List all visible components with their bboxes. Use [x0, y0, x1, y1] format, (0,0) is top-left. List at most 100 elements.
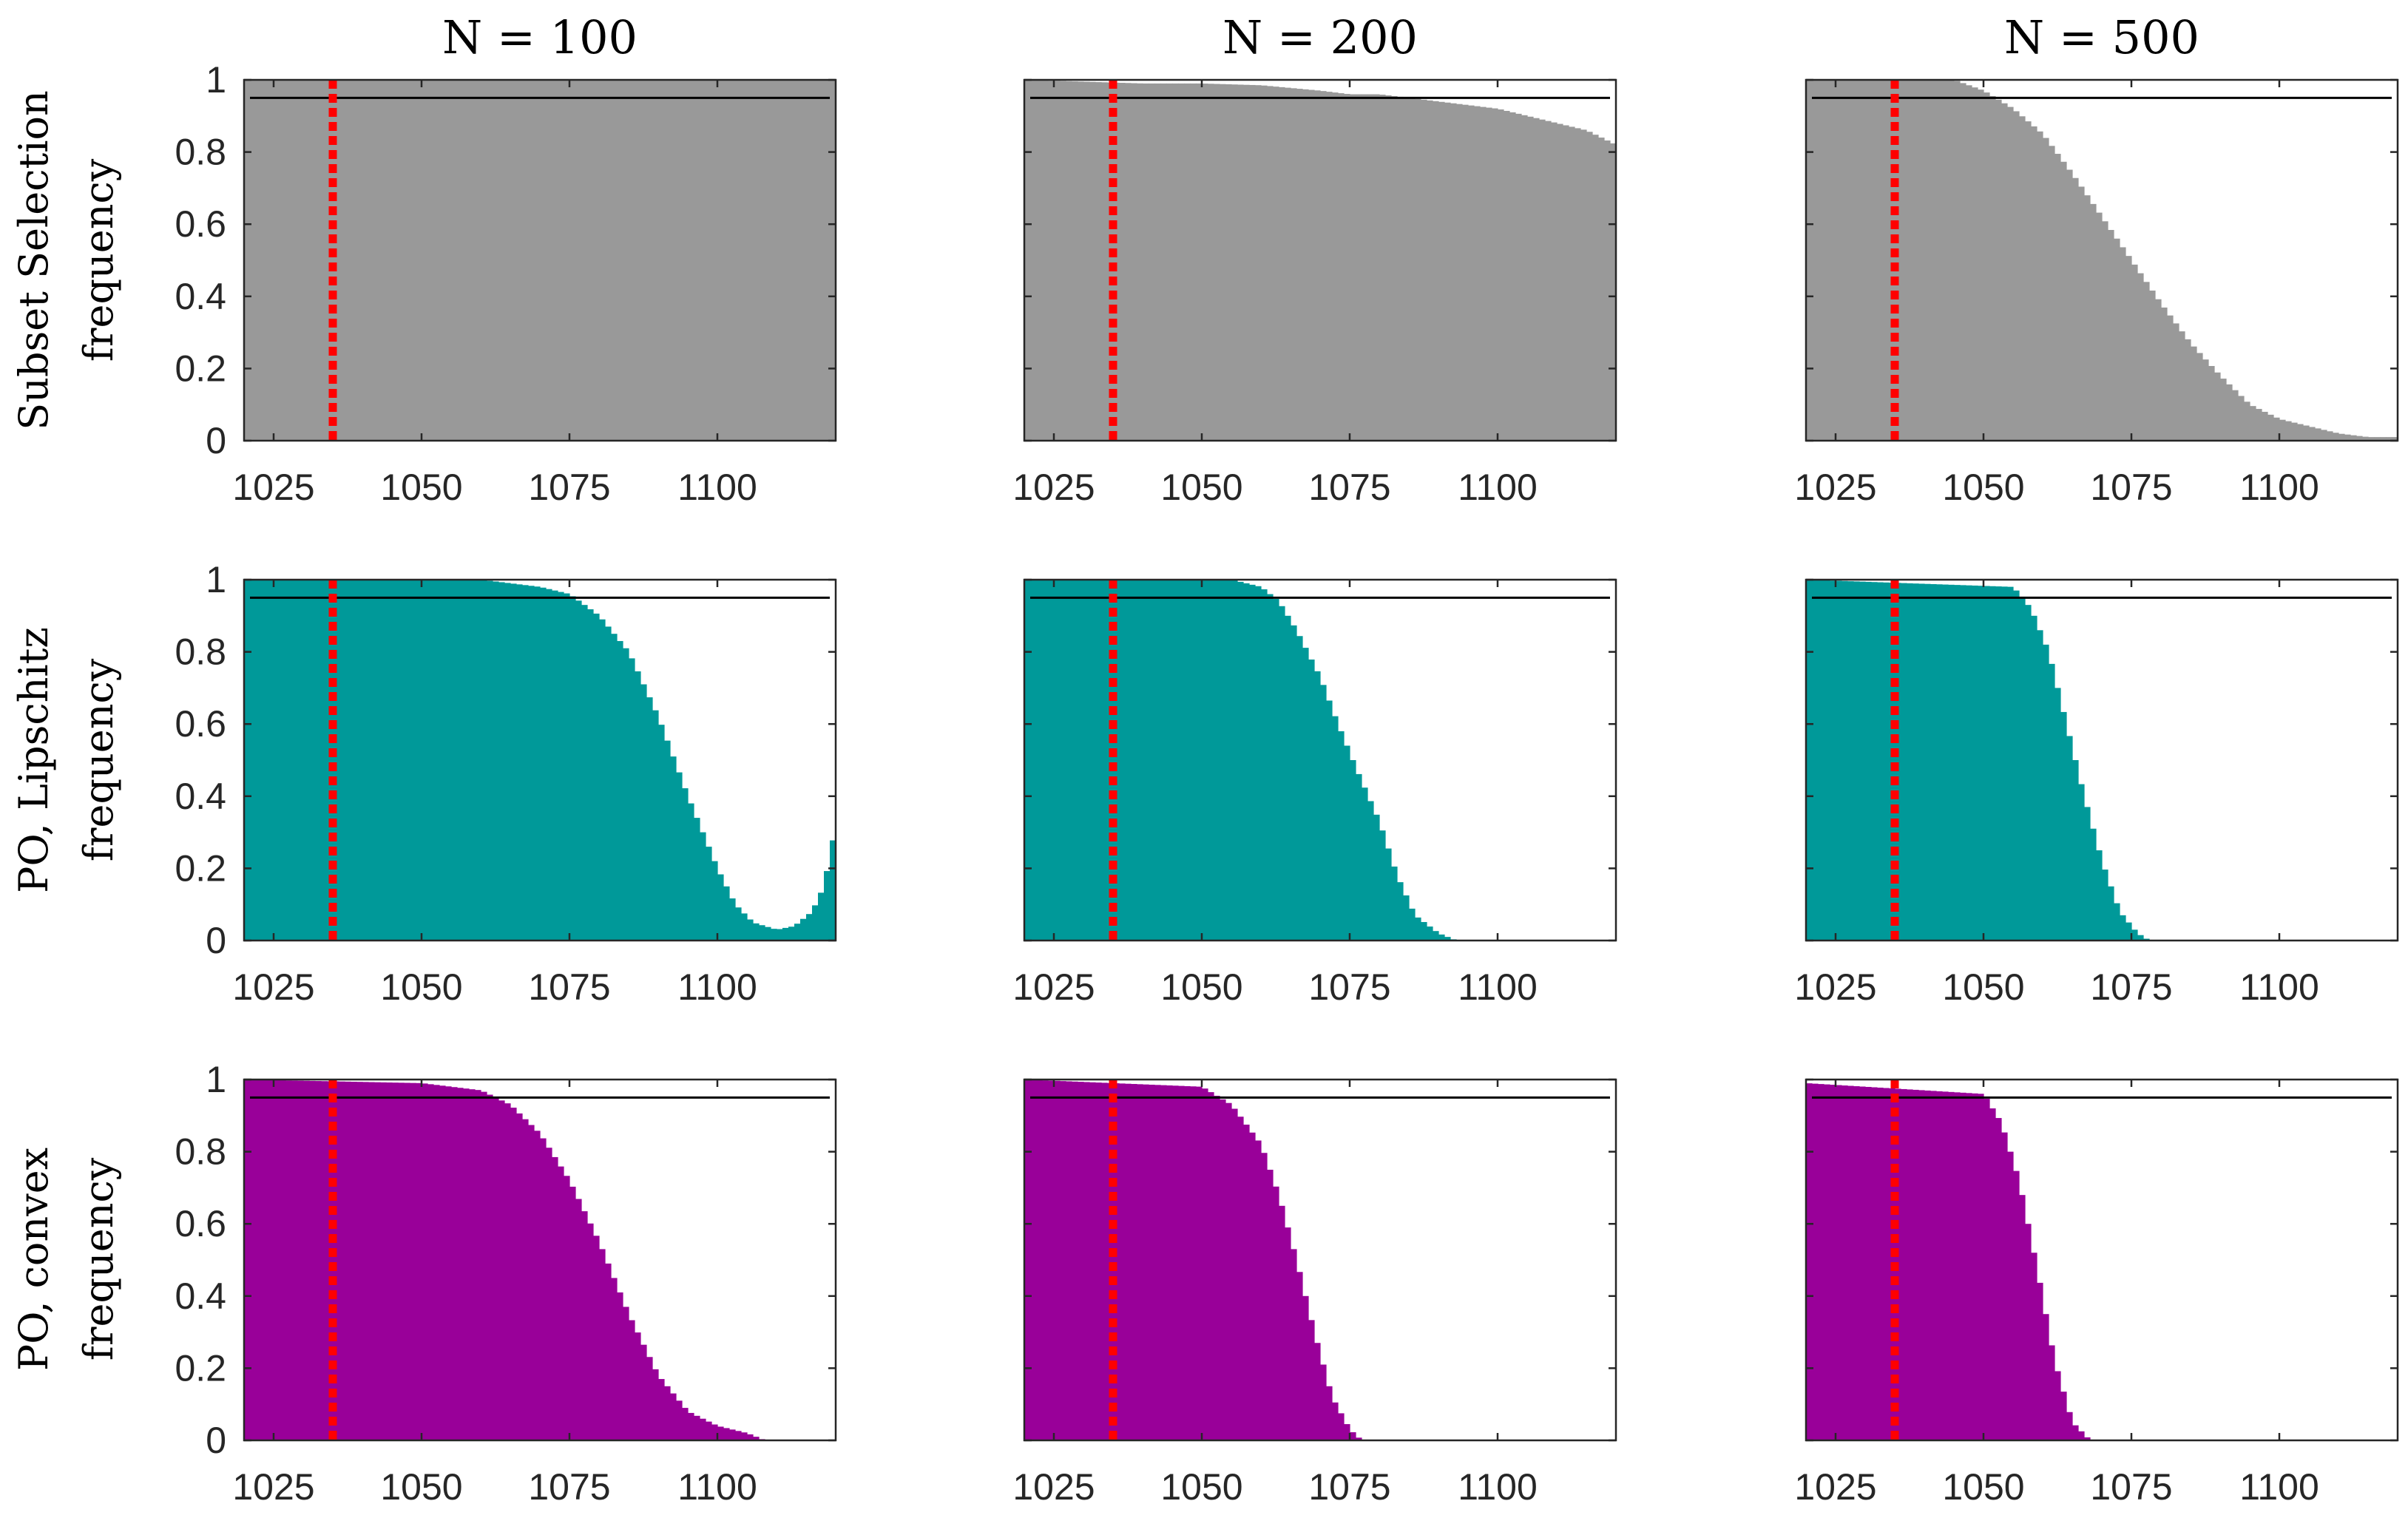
histogram-bar — [345, 1081, 351, 1440]
histogram-bar — [534, 1131, 541, 1440]
histogram-bar — [688, 803, 694, 941]
histogram-bar — [1107, 82, 1114, 441]
histogram-bar — [1972, 87, 1978, 441]
histogram-bar — [1338, 731, 1345, 941]
histogram-bar — [274, 580, 280, 941]
histogram-bar — [487, 580, 493, 941]
histogram-bar — [735, 907, 742, 941]
histogram-bar — [475, 80, 481, 441]
axes-box — [243, 1078, 837, 1442]
histogram-bar — [771, 80, 777, 441]
histogram-bar — [2049, 146, 2055, 441]
histogram-bar — [1474, 106, 1481, 441]
histogram-bar — [1350, 760, 1356, 941]
histogram-bar — [2173, 323, 2179, 441]
histogram-bar — [2108, 886, 2114, 941]
column-title-n200: N = 200 — [1222, 10, 1418, 64]
histogram-bar — [658, 1379, 665, 1440]
histogram-bar — [404, 80, 410, 441]
histogram-bar — [717, 1426, 724, 1440]
histogram-bar — [1030, 580, 1037, 941]
histogram-bar — [256, 80, 263, 441]
histogram-bar — [1871, 80, 1878, 441]
histogram-bar — [1486, 107, 1492, 441]
histogram-bar — [1048, 580, 1055, 941]
histogram-bar — [1030, 1080, 1037, 1440]
histogram-bar — [1877, 80, 1884, 441]
histogram-bar — [1089, 81, 1096, 441]
histogram-bar — [1066, 580, 1072, 941]
histogram-bar — [1586, 132, 1593, 441]
histogram-bar — [445, 580, 452, 941]
histogram-bar — [1853, 581, 1860, 941]
histogram-bar — [1989, 1108, 1996, 1440]
histogram-bar — [2013, 590, 2020, 941]
histogram-bar — [2232, 390, 2239, 441]
histogram-bar — [2131, 264, 2138, 441]
histogram-bar — [1515, 113, 1522, 441]
histogram-bar — [1225, 580, 1232, 941]
histogram-bar — [2250, 406, 2256, 441]
x-tick-label: 1100 — [2239, 966, 2319, 1008]
panel-2-1: 0 0.2 0.4 0.6 0.8 1 1025 1050 1075 1100 — [175, 559, 837, 1008]
histogram-bar — [1824, 580, 1830, 941]
histogram-bar — [569, 1186, 576, 1440]
histogram-bar — [1054, 81, 1061, 441]
histogram-bar — [1214, 1095, 1220, 1440]
histogram-bar — [1569, 126, 1575, 441]
histogram-bar — [268, 580, 274, 941]
histogram-bar — [1190, 83, 1197, 441]
histogram-bar — [1332, 92, 1339, 441]
histogram-bar — [1954, 1092, 1961, 1440]
histogram-bar — [2019, 597, 2026, 941]
histogram-bar — [1149, 1084, 1155, 1440]
histogram-bar — [558, 1166, 564, 1440]
histogram-bar — [303, 580, 310, 941]
histogram-bar — [244, 80, 251, 441]
histogram-bar — [1083, 1082, 1090, 1440]
histogram-bar — [356, 80, 363, 441]
histogram-bar — [427, 1084, 434, 1440]
x-tick-label: 1050 — [1942, 467, 2024, 508]
histogram-bar — [581, 80, 588, 441]
histogram-bar — [2108, 230, 2114, 441]
histogram-bar — [723, 1428, 730, 1440]
y-tick-label: 0.4 — [175, 776, 226, 817]
histogram-bar — [1220, 84, 1226, 441]
histogram-bar — [711, 1424, 718, 1440]
histogram-bar — [2256, 409, 2262, 441]
histogram-bar — [646, 80, 653, 441]
histogram-bar — [333, 1081, 339, 1440]
histogram-bar — [664, 1386, 671, 1440]
histogram-bar — [285, 80, 292, 441]
histogram-bar — [1924, 1090, 1931, 1440]
y-tick-label: 0 — [206, 920, 226, 961]
histogram-bar — [1196, 1086, 1203, 1440]
histogram-bar — [291, 1080, 298, 1440]
histogram-bar — [1592, 135, 1599, 441]
histogram-bar — [528, 1125, 535, 1440]
histogram-bar — [1208, 84, 1214, 441]
histogram-bar — [564, 1176, 570, 1440]
histogram-bar — [540, 80, 547, 441]
histogram-bar — [2084, 807, 2091, 941]
histogram-bar — [1350, 1432, 1356, 1440]
histogram-bar — [1871, 1087, 1878, 1440]
histogram-bar — [1184, 1085, 1191, 1440]
axes-box — [1805, 1078, 2399, 1442]
histogram-bar — [694, 80, 700, 441]
histogram-bar — [670, 80, 677, 441]
histogram-bar — [2262, 411, 2268, 441]
histogram-bar — [1936, 1091, 1943, 1440]
histogram-bar — [1409, 98, 1416, 441]
histogram-bar — [510, 1108, 517, 1440]
histogram-bar — [587, 609, 594, 941]
y-tick-label: 0.6 — [175, 1203, 226, 1244]
histogram-bar — [1095, 580, 1102, 941]
histogram-bar — [2066, 169, 2073, 441]
histogram-bar — [1836, 80, 1842, 441]
histogram-bar — [487, 1094, 493, 1440]
histogram-bar — [280, 1080, 286, 1440]
histogram-bar — [250, 1080, 257, 1440]
histogram-bar — [788, 926, 795, 941]
